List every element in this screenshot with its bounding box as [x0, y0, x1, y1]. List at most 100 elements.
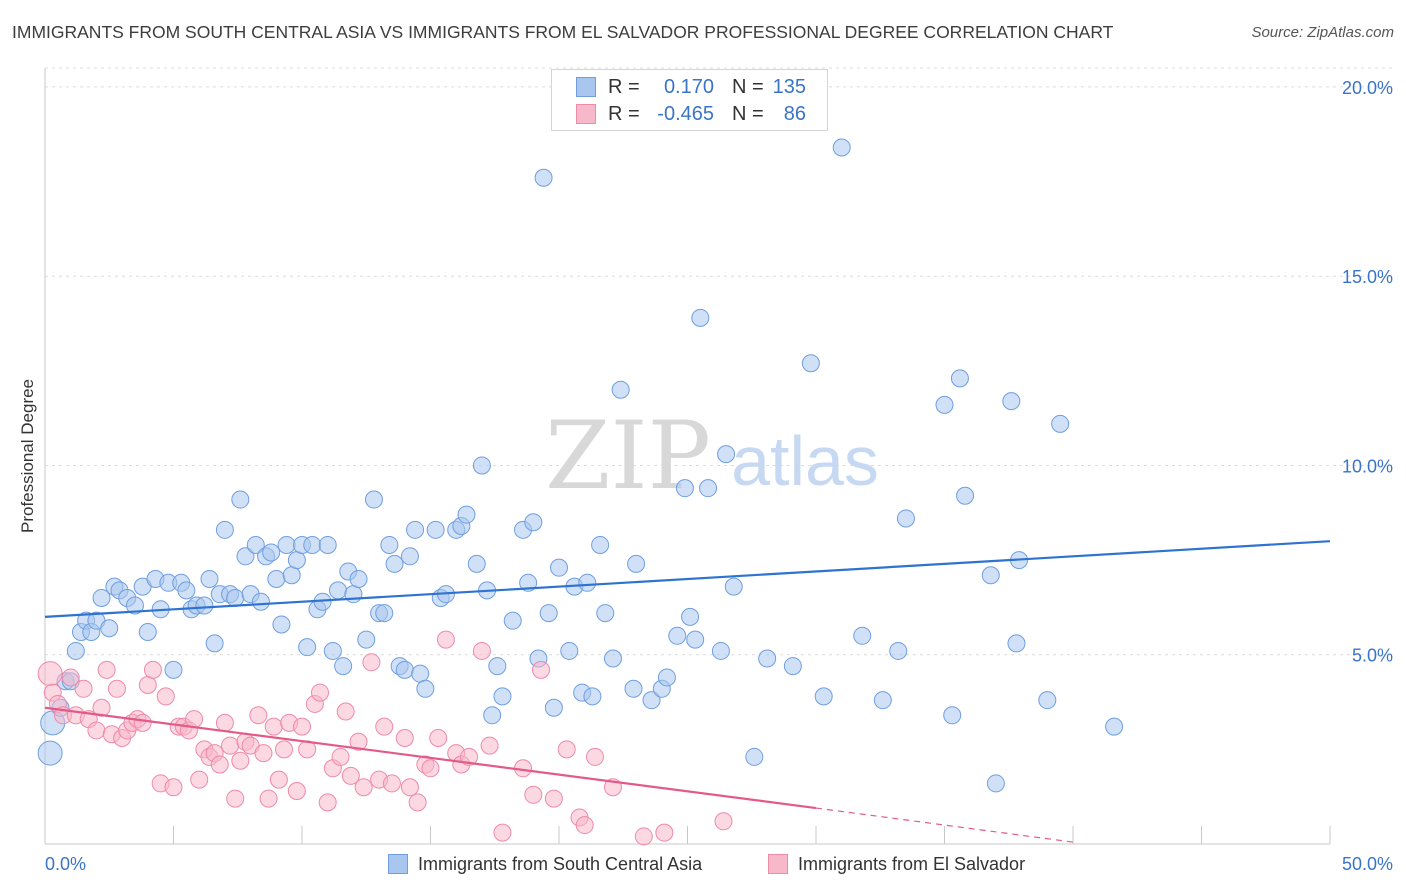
blue-point	[935, 395, 954, 414]
pink-point	[460, 747, 479, 766]
legend-label: Immigrants from El Salvador	[798, 853, 1026, 874]
pink-point	[336, 702, 355, 721]
blue-point	[943, 706, 962, 725]
pink-point	[87, 721, 106, 740]
blue-point	[503, 611, 522, 630]
blue-point	[711, 641, 730, 660]
blue-point	[1105, 717, 1124, 736]
blue-point	[758, 649, 777, 668]
pink-point	[480, 736, 499, 755]
blue-point	[1051, 414, 1070, 433]
n-label: N =	[732, 102, 764, 125]
source-label: Source: ZipAtlas.com	[1251, 24, 1394, 41]
pink-point	[156, 687, 175, 706]
pink-point	[231, 751, 250, 770]
pink-point	[532, 660, 551, 679]
blue-point	[406, 520, 425, 539]
blue-point	[125, 596, 144, 615]
blue-point	[334, 657, 353, 676]
blue-point	[215, 520, 234, 539]
pink-point	[544, 789, 563, 808]
blue-point	[457, 505, 476, 524]
blue-point	[539, 604, 558, 623]
blue-point	[724, 577, 743, 596]
pink-point	[74, 679, 93, 698]
blue-point	[164, 660, 183, 679]
blue-point	[246, 535, 265, 554]
pink-point	[37, 661, 63, 687]
pink-point	[395, 729, 414, 748]
blue-point	[896, 509, 915, 528]
blue-point	[236, 547, 255, 566]
blue-point	[550, 558, 568, 577]
blue-point	[364, 490, 383, 509]
blue-point	[262, 543, 281, 562]
blue-point	[37, 740, 63, 766]
pink-point	[61, 668, 80, 687]
pink-point	[226, 789, 245, 808]
blue-point	[519, 573, 538, 592]
blue-point	[627, 554, 646, 573]
pink-point	[585, 747, 604, 766]
blue-point	[267, 570, 286, 589]
blue-point	[488, 657, 507, 676]
pink-point	[400, 778, 419, 797]
pink-point	[92, 698, 111, 717]
blue-point	[981, 566, 1000, 585]
pink-point	[293, 717, 311, 736]
pink-swatch-icon	[576, 104, 596, 124]
n-value: 135	[772, 75, 806, 98]
pink-point	[185, 710, 204, 729]
r-value: -0.465	[657, 102, 714, 125]
n-label: N =	[732, 75, 764, 98]
blue-point	[277, 535, 296, 554]
blue-point	[375, 604, 394, 623]
y-tick-label: 15.0%	[1342, 267, 1393, 287]
blue-point	[814, 687, 833, 706]
watermark-atlas: atlas	[731, 422, 879, 500]
blue-point	[272, 615, 291, 634]
blue-point	[668, 626, 687, 645]
blue-point	[195, 596, 214, 615]
blue-point	[92, 588, 111, 607]
blue-point	[686, 630, 705, 649]
blue-point	[226, 588, 245, 607]
blue-trend-line	[44, 540, 1331, 618]
pink-point	[164, 778, 183, 797]
pink-swatch-icon	[768, 854, 788, 874]
blue-point	[544, 698, 563, 717]
blue-point	[282, 566, 301, 585]
pink-point	[362, 653, 381, 672]
y-tick-label: 5.0%	[1352, 646, 1393, 666]
pink-point	[408, 793, 427, 812]
blue-point	[303, 535, 322, 554]
pink-point	[221, 736, 240, 755]
blue-point	[416, 679, 435, 698]
pink-point	[210, 755, 229, 774]
blue-point	[524, 513, 543, 532]
blue-point	[801, 354, 820, 373]
pink-point	[375, 717, 394, 736]
pink-point	[254, 744, 273, 763]
blue-point	[251, 592, 270, 611]
blue-point	[699, 479, 718, 498]
pink-point	[249, 706, 268, 725]
blue-point	[832, 138, 851, 157]
r-value: 0.170	[663, 75, 714, 98]
blue-point	[483, 706, 502, 725]
blue-point	[675, 479, 694, 498]
blue-point	[578, 573, 597, 592]
pink-point	[429, 729, 448, 748]
blue-point	[385, 554, 404, 573]
pink-point	[472, 641, 491, 660]
tick-label-layer: 5.0% 10.0% 15.0% 20.0% 0.0% 50.0%	[45, 78, 1393, 874]
blue-point	[681, 607, 700, 626]
pink-point	[259, 789, 278, 808]
pink-point	[421, 759, 440, 778]
blue-point	[1002, 392, 1021, 411]
stats-legend: R = 0.170 N = 135 R = -0.465 N = 86	[551, 69, 828, 131]
pink-point	[287, 782, 306, 801]
y-tick-label: 20.0%	[1342, 78, 1393, 98]
blue-point	[1038, 691, 1057, 710]
